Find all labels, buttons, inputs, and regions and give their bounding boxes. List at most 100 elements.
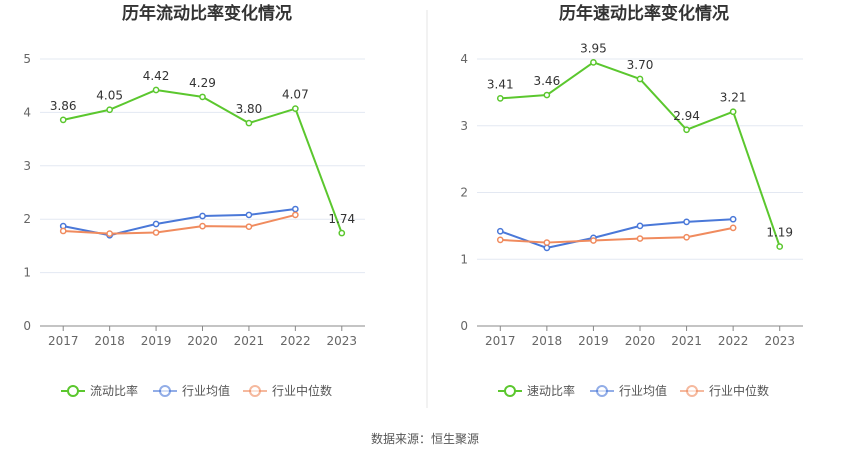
- data-point: [590, 58, 597, 66]
- data-source: 数据来源：恒生聚源: [371, 431, 479, 446]
- data-point: [496, 95, 504, 102]
- data-label: 3.86: [50, 99, 77, 113]
- data-point: [292, 105, 299, 113]
- x-tick-label: 2019: [141, 334, 172, 348]
- x-tick-label: 2020: [625, 334, 656, 348]
- data-point: [496, 236, 504, 244]
- y-tick-label: 1: [460, 252, 468, 266]
- data-point: [245, 119, 253, 127]
- legend-item-2[interactable]: 行业中位数: [243, 383, 332, 398]
- y-tick-label: 0: [460, 319, 468, 333]
- y-tick-label: 3: [23, 159, 31, 173]
- chart-title: 历年速动比率变化情况: [559, 3, 729, 24]
- data-point: [496, 227, 504, 235]
- data-point: [152, 220, 160, 228]
- data-point: [729, 108, 737, 116]
- data-point: [199, 212, 206, 220]
- x-tick-label: 2023: [327, 334, 358, 348]
- chart-title: 历年流动比率变化情况: [122, 3, 292, 24]
- data-label: 2.94: [673, 109, 700, 123]
- data-point: [106, 106, 113, 114]
- x-tick-label: 2017: [48, 334, 79, 348]
- legend-item-2[interactable]: 行业中位数: [680, 383, 769, 398]
- data-label: 4.05: [96, 89, 123, 103]
- y-tick-label: 4: [460, 52, 468, 66]
- legend-item-1[interactable]: 行业均值: [590, 383, 667, 398]
- series-line-1: [499, 218, 734, 249]
- y-tick-label: 1: [23, 266, 31, 280]
- x-tick-label: 2019: [578, 334, 609, 348]
- y-tick-label: 0: [23, 319, 31, 333]
- data-point: [199, 93, 206, 101]
- data-point: [590, 237, 597, 244]
- data-point: [59, 227, 67, 235]
- legend-label: 行业中位数: [272, 383, 332, 398]
- data-label: 4.42: [143, 69, 170, 83]
- legend-item-0[interactable]: 速动比率: [498, 383, 575, 398]
- y-tick-label: 2: [460, 186, 468, 200]
- data-point: [683, 126, 690, 134]
- x-tick-label: 2020: [187, 334, 218, 348]
- legend-marker: [249, 385, 261, 397]
- data-label: 3.41: [487, 77, 514, 91]
- legend-marker: [159, 385, 171, 397]
- data-point: [683, 218, 690, 226]
- legend-label: 流动比率: [90, 383, 138, 398]
- legend-marker: [504, 385, 516, 397]
- data-point: [59, 116, 67, 124]
- x-tick-label: 2018: [94, 334, 125, 348]
- series-line-1: [63, 208, 296, 237]
- data-point: [199, 222, 206, 230]
- legend-marker: [67, 385, 79, 397]
- y-tick-label: 3: [460, 119, 468, 133]
- data-point: [152, 229, 160, 236]
- data-label: 1.19: [766, 226, 793, 240]
- legend-label: 行业均值: [182, 383, 230, 398]
- legend-item-1[interactable]: 行业均值: [153, 383, 230, 398]
- y-tick-label: 5: [23, 52, 31, 66]
- x-tick-label: 2018: [532, 334, 563, 348]
- series-line-2: [500, 226, 734, 244]
- y-tick-label: 4: [23, 105, 31, 119]
- chart-1: 历年流动比率变化情况 0 1 2 3 4 5 2017 2018 2019 2020 2021 2022…: [23, 3, 365, 398]
- data-point: [776, 243, 784, 250]
- data-label: 1.74: [328, 212, 355, 226]
- x-tick-label: 2021: [234, 334, 265, 348]
- legend-label: 行业均值: [619, 383, 667, 398]
- data-point: [292, 205, 299, 213]
- y-tick-label: 2: [23, 212, 31, 226]
- data-label: 3.70: [627, 58, 654, 72]
- legend-label: 行业中位数: [709, 383, 769, 398]
- data-point: [543, 244, 551, 252]
- x-tick-label: 2022: [718, 334, 749, 348]
- series-line-0: [63, 88, 343, 234]
- data-label: 3.46: [533, 74, 560, 88]
- legend-marker: [596, 385, 608, 397]
- chart-2: 历年速动比率变化情况 0 1 2 3 4 2017 2018 2019 2020 2021 2022 2…: [460, 3, 803, 398]
- data-point: [636, 75, 644, 83]
- data-label: 3.95: [580, 41, 607, 55]
- legend-item-0[interactable]: 流动比率: [61, 383, 138, 398]
- data-label: 3.80: [236, 102, 263, 116]
- series-line-2: [63, 213, 296, 235]
- x-tick-label: 2017: [485, 334, 516, 348]
- x-tick-label: 2023: [764, 334, 795, 348]
- x-tick-label: 2022: [280, 334, 311, 348]
- data-point: [292, 211, 299, 219]
- data-point: [152, 86, 160, 94]
- data-point: [338, 229, 346, 237]
- data-point: [729, 224, 737, 232]
- data-point: [543, 91, 551, 99]
- data-point: [245, 223, 253, 231]
- data-point: [106, 230, 113, 237]
- data-point: [636, 222, 644, 230]
- data-point: [245, 211, 253, 219]
- x-tick-label: 2021: [671, 334, 702, 348]
- data-point: [636, 235, 644, 242]
- data-label: 3.21: [720, 91, 747, 105]
- data-point: [683, 233, 690, 241]
- legend-marker: [686, 385, 698, 397]
- legend-label: 速动比率: [527, 383, 575, 398]
- data-label: 4.07: [282, 88, 309, 102]
